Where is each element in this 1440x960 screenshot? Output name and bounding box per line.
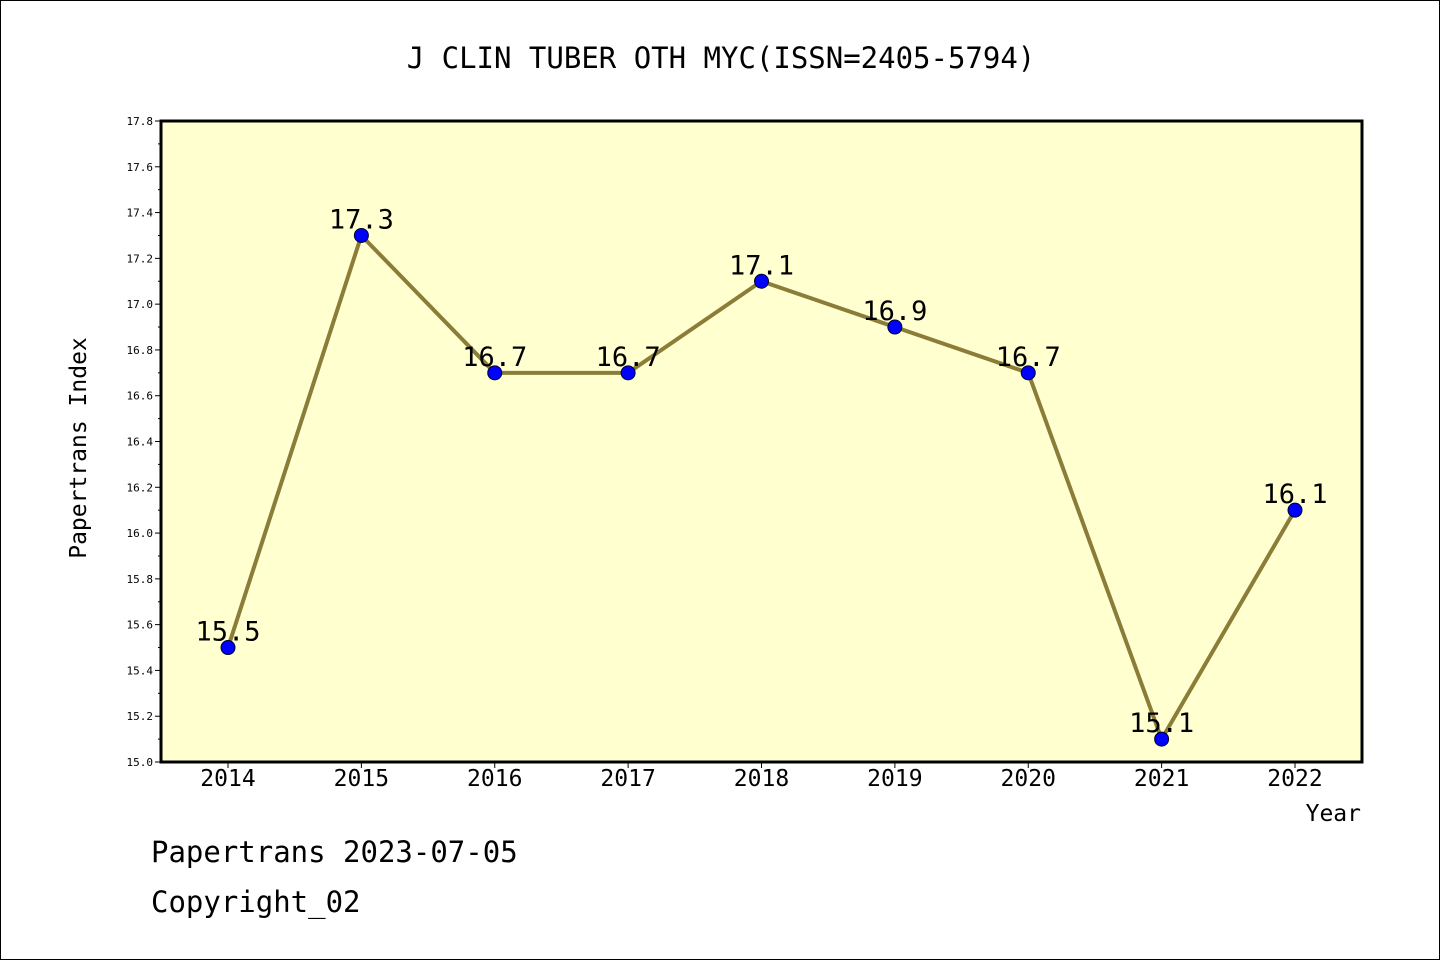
x-axis-label: Year [1306,801,1361,827]
x-tick-label: 2017 [600,766,655,792]
y-tick-label: 16.6 [127,390,154,403]
y-tick-label: 15.6 [127,619,154,632]
x-tick-label: 2015 [334,766,389,792]
data-label: 17.1 [729,250,794,281]
x-tick-label: 2018 [734,766,789,792]
y-tick-label: 15.0 [127,756,154,769]
x-tick-label: 2020 [1001,766,1056,792]
y-axis-label: Papertrans Index [66,337,92,559]
data-point [487,365,503,381]
data-point [1020,365,1036,381]
y-tick-label: 16.8 [127,344,154,357]
y-tick-label: 17.8 [127,115,154,128]
y-tick-label: 15.4 [127,664,154,677]
y-tick-label: 16.0 [127,527,154,540]
data-label: 16.7 [596,342,661,373]
data-point [220,640,236,656]
series-layer: 15.5 17.3 16.7 16.7 17.1 16.9 16.7 15.1 16.1 [195,204,1328,747]
data-point [353,227,369,243]
x-axis: 2014 2015 2016 2017 2018 2019 2020 2021 2022 [200,762,1323,792]
y-tick-label: 15.8 [127,573,154,586]
y-tick-label: 15.2 [127,710,154,723]
data-label: 15.1 [1129,708,1194,739]
data-point [1154,731,1170,747]
chart-title: J CLIN TUBER OTH MYC(ISSN=2405-5794) [407,41,1036,75]
y-tick-label: 16.2 [127,481,154,494]
data-point [620,365,636,381]
y-tick-label: 17.0 [127,298,154,311]
data-label: 15.5 [195,617,260,648]
data-label: 16.7 [462,342,527,373]
data-label: 16.9 [862,296,927,327]
data-point [887,319,903,335]
x-tick-label: 2021 [1134,766,1189,792]
data-label: 16.7 [996,342,1061,373]
y-tick-label: 17.4 [127,207,154,220]
x-tick-label: 2016 [467,766,522,792]
x-tick-label: 2022 [1267,766,1322,792]
data-label: 16.1 [1262,479,1327,510]
footer-copyright: Copyright_02 [151,885,361,919]
y-axis: 15.0 15.2 15.4 15.6 15.8 16.0 16.2 16.4 16.6 16.8… [127,115,161,769]
data-point [1287,502,1303,518]
data-point [754,273,769,289]
plot-area [159,119,1364,764]
footer-date: Papertrans 2023-07-05 [151,835,518,869]
y-tick-label: 17.6 [127,161,154,174]
y-tick-label: 16.4 [127,436,154,449]
x-tick-label: 2014 [200,766,255,792]
x-tick-label: 2019 [867,766,922,792]
data-label: 17.3 [329,204,394,235]
y-tick-label: 17.2 [127,252,154,265]
